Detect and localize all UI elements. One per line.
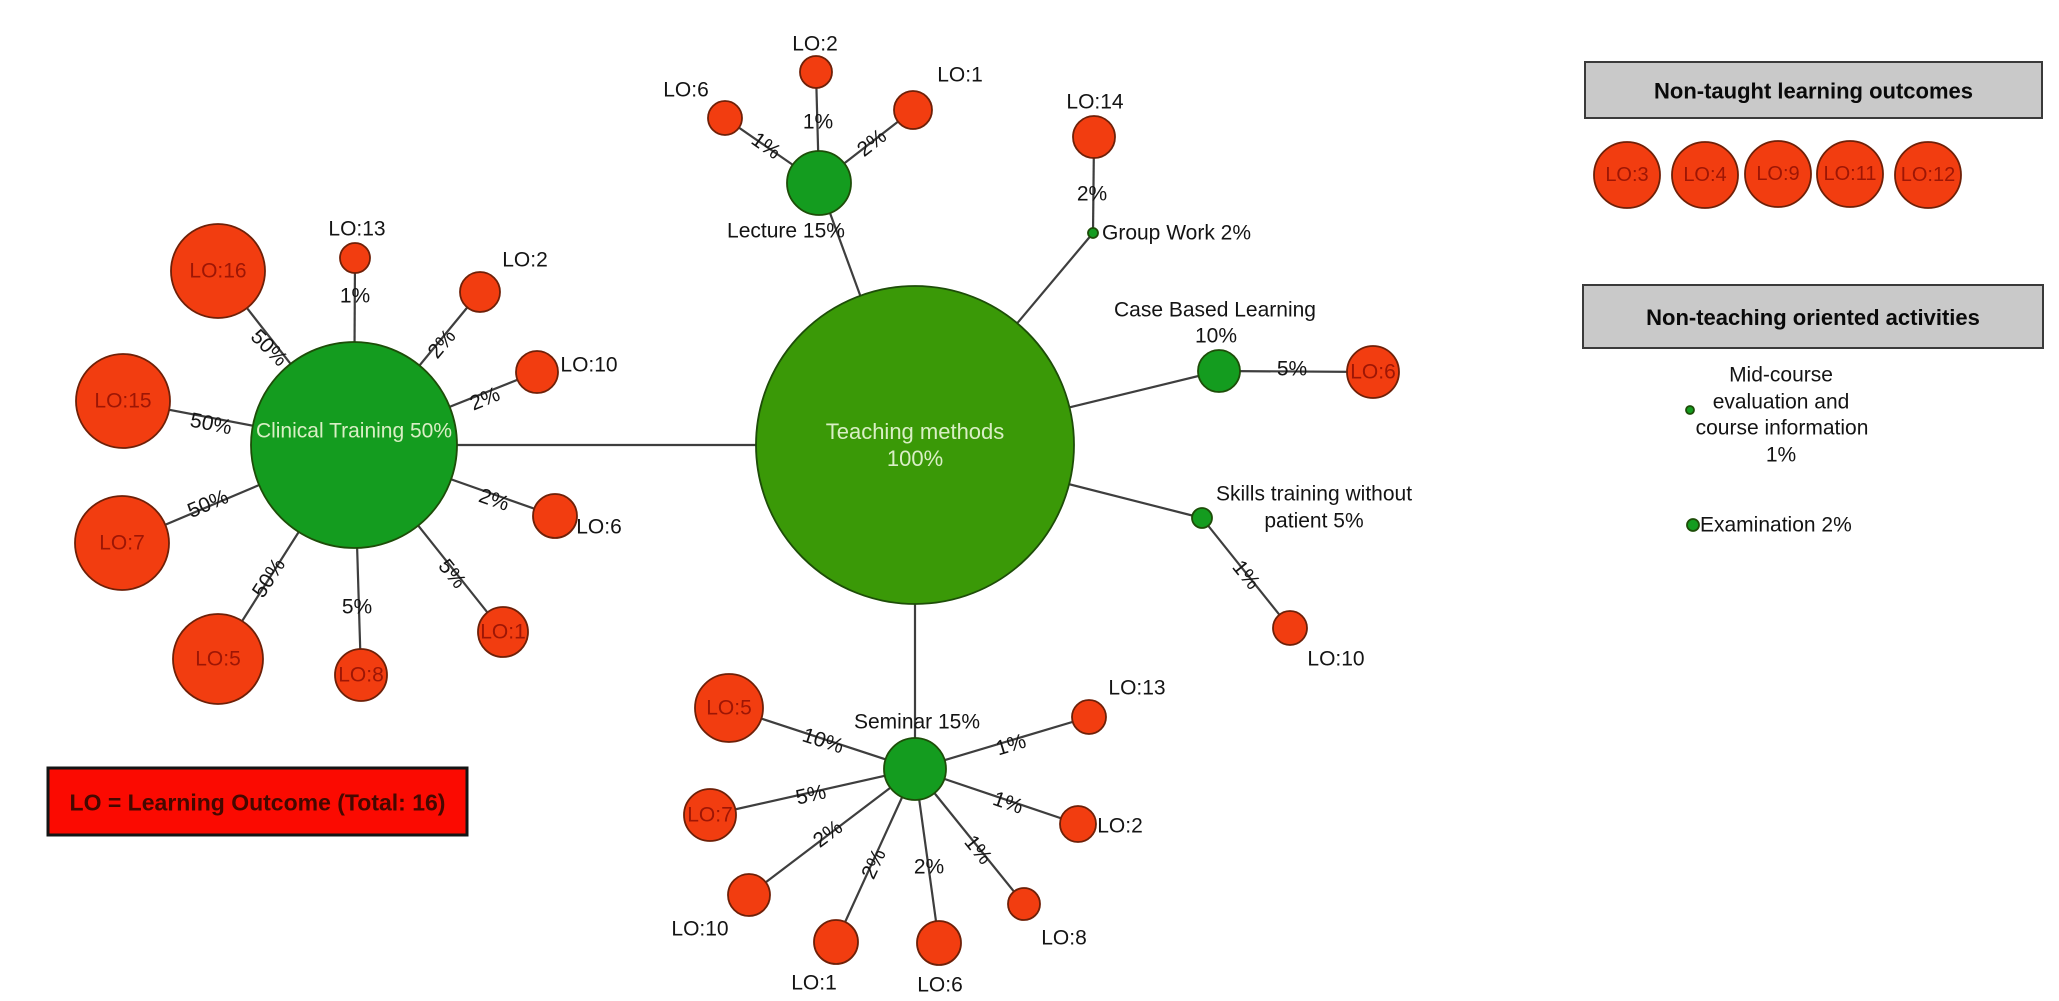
node-clinical-training [250,341,458,549]
node-lecture [786,150,852,216]
note-lo-total-box [46,766,469,837]
edge-label-casebased-cb_lo6: 5% [1277,358,1307,381]
node-seminar-lo7 [683,788,737,842]
edge-seminar-s_lo10 [748,768,916,896]
edge-label-seminar-s_lo6: 2% [914,856,944,879]
node-seminar-lo13 [1071,699,1107,735]
label-clinical-lo13: LO:13 [328,218,385,241]
node-legend-lo9 [1744,140,1812,208]
node-clinical-lo7 [74,495,170,591]
label-seminar-lo8: LO:8 [1041,927,1087,950]
label-case-based-1: Case Based Learning [1114,299,1316,322]
node-legend-examination-dot [1686,518,1700,532]
node-teaching-methods [755,285,1075,605]
legend-non-teaching-header-text: Non-teaching oriented activities [1646,305,1980,330]
edge-label-clinical-c_lo13: 1% [340,285,370,308]
legend-non-taught-header-text: Non-taught learning outcomes [1654,79,1973,104]
node-legend-lo12 [1894,141,1962,209]
label-seminar-lo2: LO:2 [1097,815,1143,838]
edge-label-groupwork-lo14: 2% [1077,183,1107,206]
label-seminar-lo1: LO:1 [791,972,837,995]
node-clinical-lo13 [339,242,371,274]
node-legend-lo11 [1816,140,1884,208]
legend-non-taught-header-box [1584,61,2043,119]
node-clinical-lo5 [172,613,264,705]
legend-examination: Examination 2% [1700,514,1852,537]
node-skills-lo10 [1272,610,1308,646]
label-clinical-lo6: LO:6 [576,516,622,539]
legend-midcourse-line1: Mid-course [1729,364,1833,387]
node-label-legend-lo3: LO:3 [1605,164,1648,186]
node-case-based-learning [1197,349,1241,393]
node-casebased-lo6 [1346,345,1400,399]
node-skills-training [1191,507,1213,529]
node-label-teaching-methods-0: Teaching methods [826,419,1005,444]
label-skills-2: patient 5% [1264,510,1363,533]
node-groupwork-lo14 [1072,115,1116,159]
label-seminar: Seminar 15% [854,711,980,734]
label-clinical-lo10: LO:10 [560,354,617,377]
label-case-based-2: 10% [1195,325,1237,348]
node-label-seminar-lo7: LO:7 [687,804,733,827]
node-clinical-lo1 [477,606,529,658]
node-label-legend-lo4: LO:4 [1683,164,1726,186]
node-seminar-lo10 [727,873,771,917]
label-lecture-lo1: LO:1 [937,64,983,87]
node-clinical-lo6 [532,493,578,539]
label-group-work: Group Work 2% [1102,222,1251,245]
label-clinical-lo2: LO:2 [502,249,548,272]
label-seminar-lo13: LO:13 [1108,677,1165,700]
node-lecture-lo2 [799,55,833,89]
node-legend-lo3 [1593,141,1661,209]
legend-midcourse-line3: course information [1696,417,1869,440]
label-lecture-lo2: LO:2 [792,33,838,56]
node-clinical-lo8 [334,648,388,702]
node-clinical-lo16 [170,223,266,319]
node-clinical-lo10 [515,350,559,394]
legend-midcourse-line4: 1% [1766,444,1796,467]
node-seminar-lo1 [813,919,859,965]
label-skills-lo10: LO:10 [1307,648,1364,671]
node-group-work [1087,227,1099,239]
label-seminar-lo6: LO:6 [917,974,963,997]
node-label-clinical-lo16: LO:16 [189,260,246,283]
node-label-teaching-methods-1: 100% [887,446,943,471]
label-skills-1: Skills training without [1216,483,1412,506]
node-seminar-lo2 [1059,805,1097,843]
node-label-legend-lo11: LO:11 [1824,163,1877,185]
edge-seminar-s_lo7 [709,767,916,817]
legend-non-teaching-header-box [1582,284,2044,349]
node-clinical-lo15 [75,353,171,449]
node-label-clinical-lo5: LO:5 [195,648,241,671]
label-seminar-lo10: LO:10 [671,918,728,941]
node-lecture-lo1 [893,90,933,130]
label-lo14: LO:14 [1066,91,1124,114]
label-lecture: Lecture 15% [727,220,845,243]
node-lecture-lo6 [707,100,743,136]
node-label-clinical-training: Clinical Training 50% [256,420,452,443]
node-clinical-lo2 [459,271,501,313]
node-seminar-lo8 [1007,887,1041,921]
node-label-clinical-lo7: LO:7 [99,532,145,555]
node-label-seminar-lo5: LO:5 [706,697,752,720]
note-lo-total-text: LO = Learning Outcome (Total: 16) [70,790,446,816]
node-label-clinical-lo15: LO:15 [94,390,151,413]
edge-label-lecture-l_lo2: 1% [803,111,833,134]
edge-label-clinical-c_lo8: 5% [342,596,372,619]
node-seminar [883,737,947,801]
legend-midcourse-line2: evaluation and [1713,391,1850,414]
node-legend-lo4 [1671,141,1739,209]
node-seminar-lo6 [916,920,962,966]
node-label-legend-lo9: LO:9 [1756,163,1799,185]
node-legend-midcourse-dot [1685,405,1695,415]
label-lecture-lo6: LO:6 [663,79,709,102]
node-label-legend-lo12: LO:12 [1901,164,1955,186]
edge-skills-sk_lo10 [1201,517,1291,629]
node-label-clinical-lo1: LO:1 [480,621,526,644]
node-label-clinical-lo8: LO:8 [338,664,384,687]
node-label-casebased-lo6: LO:6 [1350,361,1396,384]
node-seminar-lo5 [694,673,764,743]
